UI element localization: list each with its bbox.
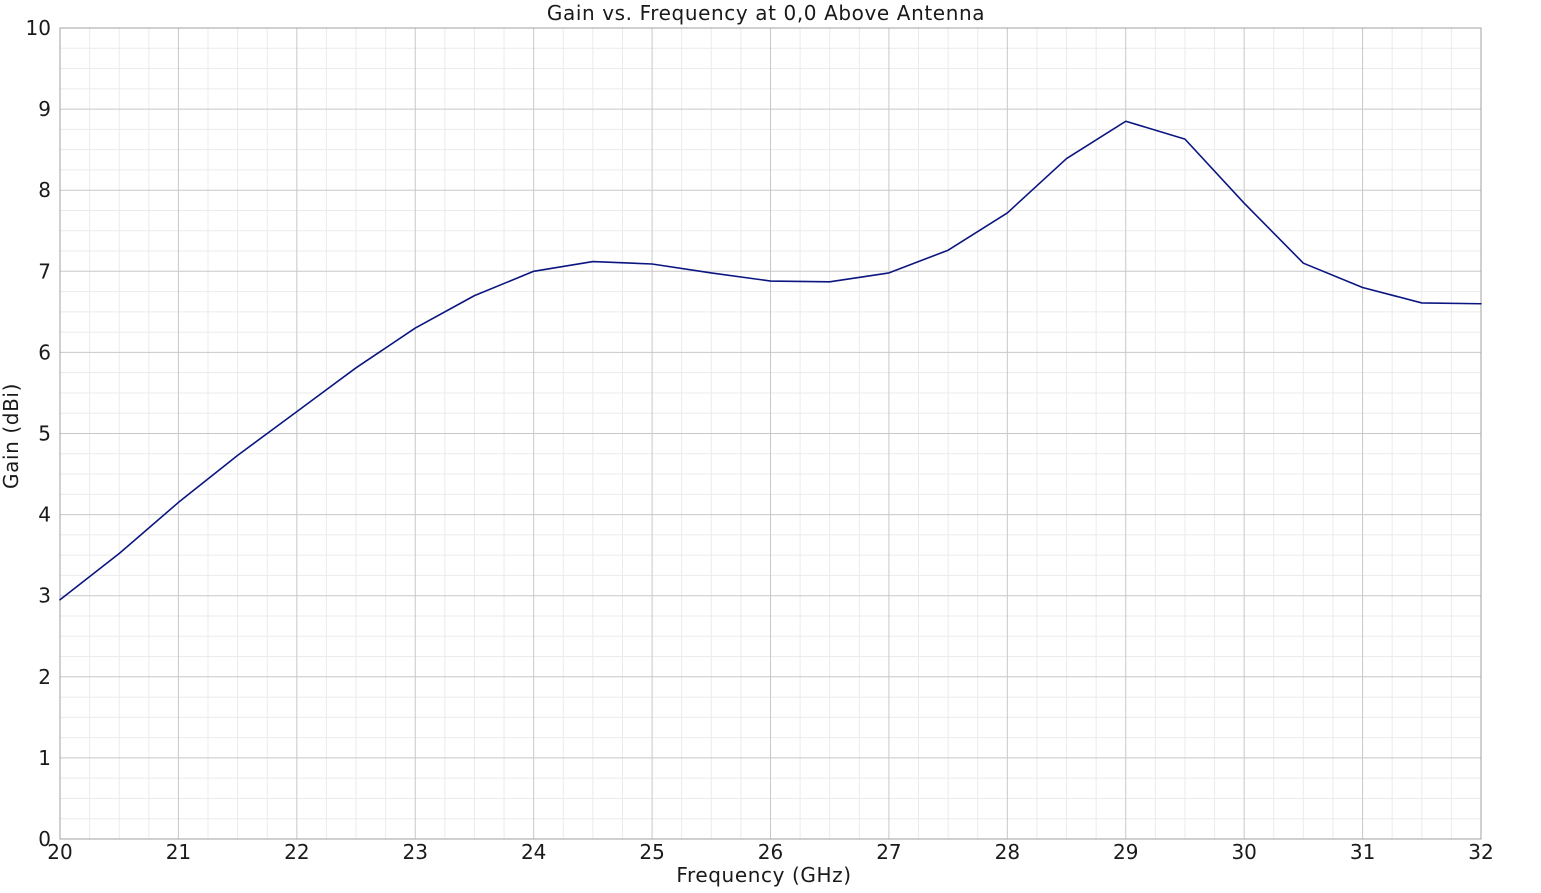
x-axis-label: Frequency (GHz) xyxy=(676,863,851,887)
x-tick-label: 22 xyxy=(284,840,309,864)
y-tick-label: 5 xyxy=(38,422,51,446)
x-tick-label: 28 xyxy=(995,840,1020,864)
y-tick-label: 2 xyxy=(38,665,51,689)
plot-frame xyxy=(59,27,1482,840)
y-tick-label: 6 xyxy=(38,340,51,364)
series-line-0 xyxy=(59,120,1482,601)
x-tick-label: 30 xyxy=(1231,840,1256,864)
y-tick-label: 9 xyxy=(38,97,51,121)
y-tick-label: 10 xyxy=(26,16,51,40)
x-tick-label: 26 xyxy=(758,840,783,864)
chart-title: Gain vs. Frequency at 0,0 Above Antenna xyxy=(547,1,985,25)
y-tick-label: 0 xyxy=(38,827,51,851)
y-tick-label: 7 xyxy=(38,259,51,283)
x-tick-label: 25 xyxy=(639,840,664,864)
y-tick-label: 1 xyxy=(38,746,51,770)
x-tick-labels: 20 21 22 23 24 25 26 27 28 29 30 31 32 xyxy=(47,840,1493,864)
series-group xyxy=(59,120,1482,601)
x-tick-label: 32 xyxy=(1468,840,1493,864)
x-tick-label: 29 xyxy=(1113,840,1138,864)
y-tick-label: 3 xyxy=(38,584,51,608)
y-tick-labels: 0 1 2 3 4 5 6 7 8 9 10 xyxy=(26,16,51,851)
x-tick-label: 21 xyxy=(166,840,191,864)
x-tick-label: 31 xyxy=(1350,840,1375,864)
x-tick-label: 24 xyxy=(521,840,546,864)
x-tick-label: 23 xyxy=(403,840,428,864)
y-tick-label: 4 xyxy=(38,503,51,527)
x-tick-label: 27 xyxy=(876,840,901,864)
y-axis-label: Gain (dBi) xyxy=(0,383,23,489)
y-tick-label: 8 xyxy=(38,178,51,202)
x-tick-label: 20 xyxy=(47,840,72,864)
